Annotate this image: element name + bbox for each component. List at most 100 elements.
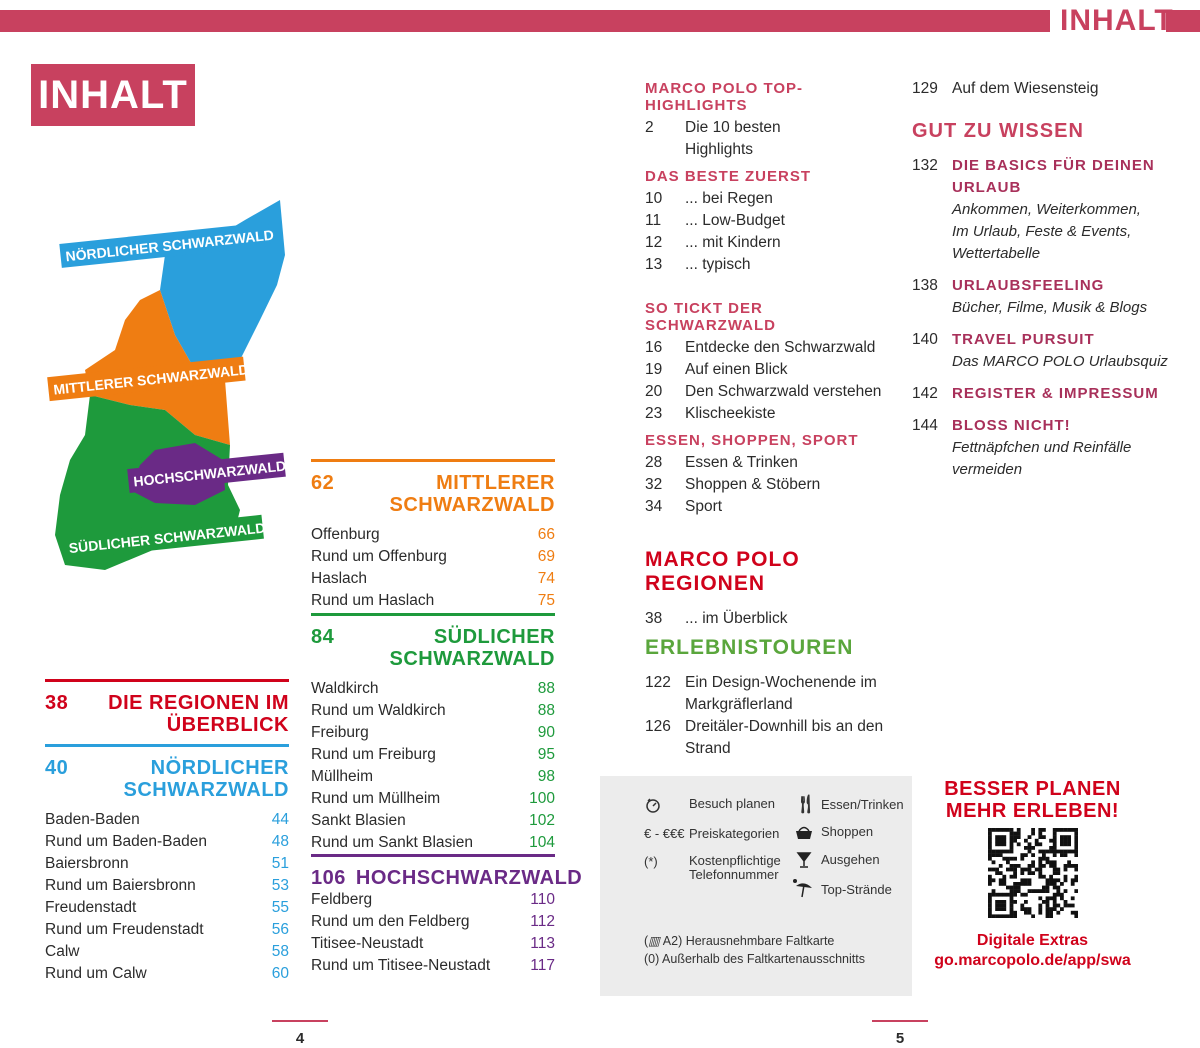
qr-module xyxy=(1073,849,1078,854)
toc-entry[interactable]: 129 Auf dem Wiesensteig xyxy=(912,78,1192,100)
toc-row[interactable]: Rund um Müllheim 100 xyxy=(311,788,555,810)
qr-module xyxy=(1041,900,1046,904)
toc-entry[interactable]: 19 Auf einen Blick xyxy=(645,359,895,381)
promo-url[interactable]: go.marcopolo.de/app/swa xyxy=(934,952,1131,969)
toc-entry[interactable]: 144 BLOSS NICHT! Fettnäpfchen und Reinfäll… xyxy=(912,415,1192,481)
entry-page: 142 xyxy=(912,385,938,402)
toc-row[interactable]: Rund um Freudenstadt 56 xyxy=(45,919,289,941)
toc-row[interactable]: Baden-Baden 44 xyxy=(45,809,289,831)
qr-module xyxy=(1052,860,1057,865)
page-number: 5 xyxy=(895,1030,905,1047)
qr-module xyxy=(1023,846,1028,850)
qr-module xyxy=(1019,903,1024,908)
item-page: 113 xyxy=(530,935,555,952)
qr-module xyxy=(1037,831,1042,836)
legend-item: 🍴︎ Essen/Trinken xyxy=(794,794,904,815)
toc-row[interactable]: Rund um Offenburg 69 xyxy=(311,546,555,568)
toc-row[interactable]: Rund um Baiersbronn 53 xyxy=(45,875,289,897)
region-heading[interactable]: 62 MITTLERER SCHWARZWALD xyxy=(311,472,555,516)
toc-entry[interactable]: 126 Dreitäler-Downhill bis an den Strand xyxy=(645,716,905,760)
toc-row[interactable]: Rund um Waldkirch 88 xyxy=(311,700,555,722)
qr-module xyxy=(1052,896,1057,901)
qr-module xyxy=(991,914,995,918)
section-regionen: MARCO POLO REGIONEN 38 ... im Überblick xyxy=(645,548,895,630)
qr-module xyxy=(1001,838,1006,843)
toc-entry[interactable]: 13 ... typisch xyxy=(645,254,895,276)
toc-entry[interactable]: 34 Sport xyxy=(645,496,895,518)
toc-entry[interactable]: 132 DIE BASICS FÜR DEINEN URLAUB Ankommen,… xyxy=(912,155,1192,265)
toc-entry[interactable]: 122 Ein Design-Wochenende im Markgräflerl… xyxy=(645,672,905,716)
entry-label: Die 10 besten Highlights xyxy=(685,119,781,158)
region-page: 84 xyxy=(311,626,335,648)
section-heading: SO TICKT DER SCHWARZWALD xyxy=(645,300,776,334)
qr-module xyxy=(1009,907,1013,911)
qr-module xyxy=(998,828,1003,832)
qr-module xyxy=(1037,903,1042,908)
header-bar-end xyxy=(1166,10,1200,32)
toc-row[interactable]: Rund um Haslach 75 xyxy=(311,590,555,612)
toc-row[interactable]: Calw 58 xyxy=(45,941,289,963)
toc-entry[interactable]: 20 Den Schwarzwald verstehen xyxy=(645,381,895,403)
toc-row[interactable]: Offenburg 66 xyxy=(311,524,555,546)
item-name: Offenburg xyxy=(311,526,380,543)
toc-entry[interactable]: 16 Entdecke den Schwarzwald xyxy=(645,337,895,359)
region-heading[interactable]: 40 NÖRDLICHER SCHWARZWALD xyxy=(45,757,289,801)
toc-entry[interactable]: 2 Die 10 besten Highlights xyxy=(645,117,895,161)
toc-row[interactable]: Rund um Calw 60 xyxy=(45,963,289,985)
toc-row[interactable]: Rund um Baden-Baden 48 xyxy=(45,831,289,853)
region-heading[interactable]: 84 SÜDLICHER SCHWARZWALD xyxy=(311,626,555,670)
clock-icon xyxy=(646,798,660,813)
toc-row[interactable]: Waldkirch 88 xyxy=(311,678,555,700)
legend-label: Ausgehen xyxy=(821,852,880,867)
toc-entry[interactable]: 23 Klischeekiste xyxy=(645,403,895,425)
qr-module xyxy=(1023,882,1028,886)
toc-row[interactable]: Titisee-Neustadt 113 xyxy=(311,933,555,955)
toc-row[interactable]: Rund um Freiburg 95 xyxy=(311,744,555,766)
toc-row[interactable]: Freiburg 90 xyxy=(311,722,555,744)
entry-subtitle: Fettnäpfchen und Reinfälle vermeiden xyxy=(952,439,1132,478)
region-heading[interactable]: 106 HOCHSCHWARZWALD xyxy=(311,867,582,889)
qr-module xyxy=(994,867,999,872)
qr-module xyxy=(1009,889,1013,893)
toc-row[interactable]: Freudenstadt 55 xyxy=(45,897,289,919)
toc-row[interactable]: Müllheim 98 xyxy=(311,766,555,788)
qr-module xyxy=(1063,849,1067,854)
region-rule xyxy=(45,679,289,682)
toc-row[interactable]: Haslach 74 xyxy=(311,568,555,590)
toc-row[interactable]: Sankt Blasien 102 xyxy=(311,810,555,832)
toc-row[interactable]: Baiersbronn 51 xyxy=(45,853,289,875)
toc-entry[interactable]: 12 ... mit Kindern xyxy=(645,232,895,254)
toc-entry[interactable]: 140 TRAVEL PURSUIT Das MARCO POLO Urlaubsq… xyxy=(912,329,1192,373)
toc-row[interactable]: Rund um den Feldberg 112 xyxy=(311,911,555,933)
toc-entry[interactable]: 32 Shoppen & Stöbern xyxy=(645,474,895,496)
toc-entry[interactable]: 28 Essen & Trinken xyxy=(645,452,895,474)
toc-row[interactable]: Rund um Sankt Blasien 104 xyxy=(311,832,555,854)
entry-label: ... Low-Budget xyxy=(685,212,785,229)
entry-body: TRAVEL PURSUIT Das MARCO POLO Urlaubsquiz xyxy=(952,329,1168,373)
toc-entry[interactable]: 142 REGISTER & IMPRESSUM xyxy=(912,383,1192,405)
qr-module xyxy=(1059,892,1064,897)
qr-module xyxy=(1055,867,1060,872)
region-heading[interactable]: 38 DIE REGIONEN IM ÜBERBLICK xyxy=(45,692,289,736)
item-name: Rund um Titisee-Neustadt xyxy=(311,957,491,974)
qr-module xyxy=(1001,914,1006,918)
qr-module xyxy=(987,900,992,904)
qr-module xyxy=(1052,838,1057,843)
qr-module xyxy=(987,874,992,879)
qr-module xyxy=(1030,860,1035,865)
item-page: 102 xyxy=(529,812,555,829)
qr-module xyxy=(1073,867,1078,872)
qr-module xyxy=(1052,864,1057,868)
toc-entry[interactable]: 138 URLAUBSFEELING Bücher, Filme, Musik & … xyxy=(912,275,1192,319)
toc-entry[interactable]: 11 ... Low-Budget xyxy=(645,210,895,232)
qr-module xyxy=(1066,828,1071,832)
entry-body: BLOSS NICHT! Fettnäpfchen und Reinfälle v… xyxy=(952,415,1131,481)
qr-module xyxy=(1019,907,1024,911)
toc-row[interactable]: Feldberg 110 xyxy=(311,889,555,911)
toc-row[interactable]: Rund um Titisee-Neustadt 117 xyxy=(311,955,555,977)
region-items: Feldberg 110 Rund um den Feldberg 112 Titise… xyxy=(311,889,555,977)
toc-entry[interactable]: 10 ... bei Regen xyxy=(645,188,895,210)
qr-code[interactable] xyxy=(987,828,1078,918)
qr-module xyxy=(1016,831,1021,836)
toc-entry[interactable]: 38 ... im Überblick xyxy=(645,608,895,630)
